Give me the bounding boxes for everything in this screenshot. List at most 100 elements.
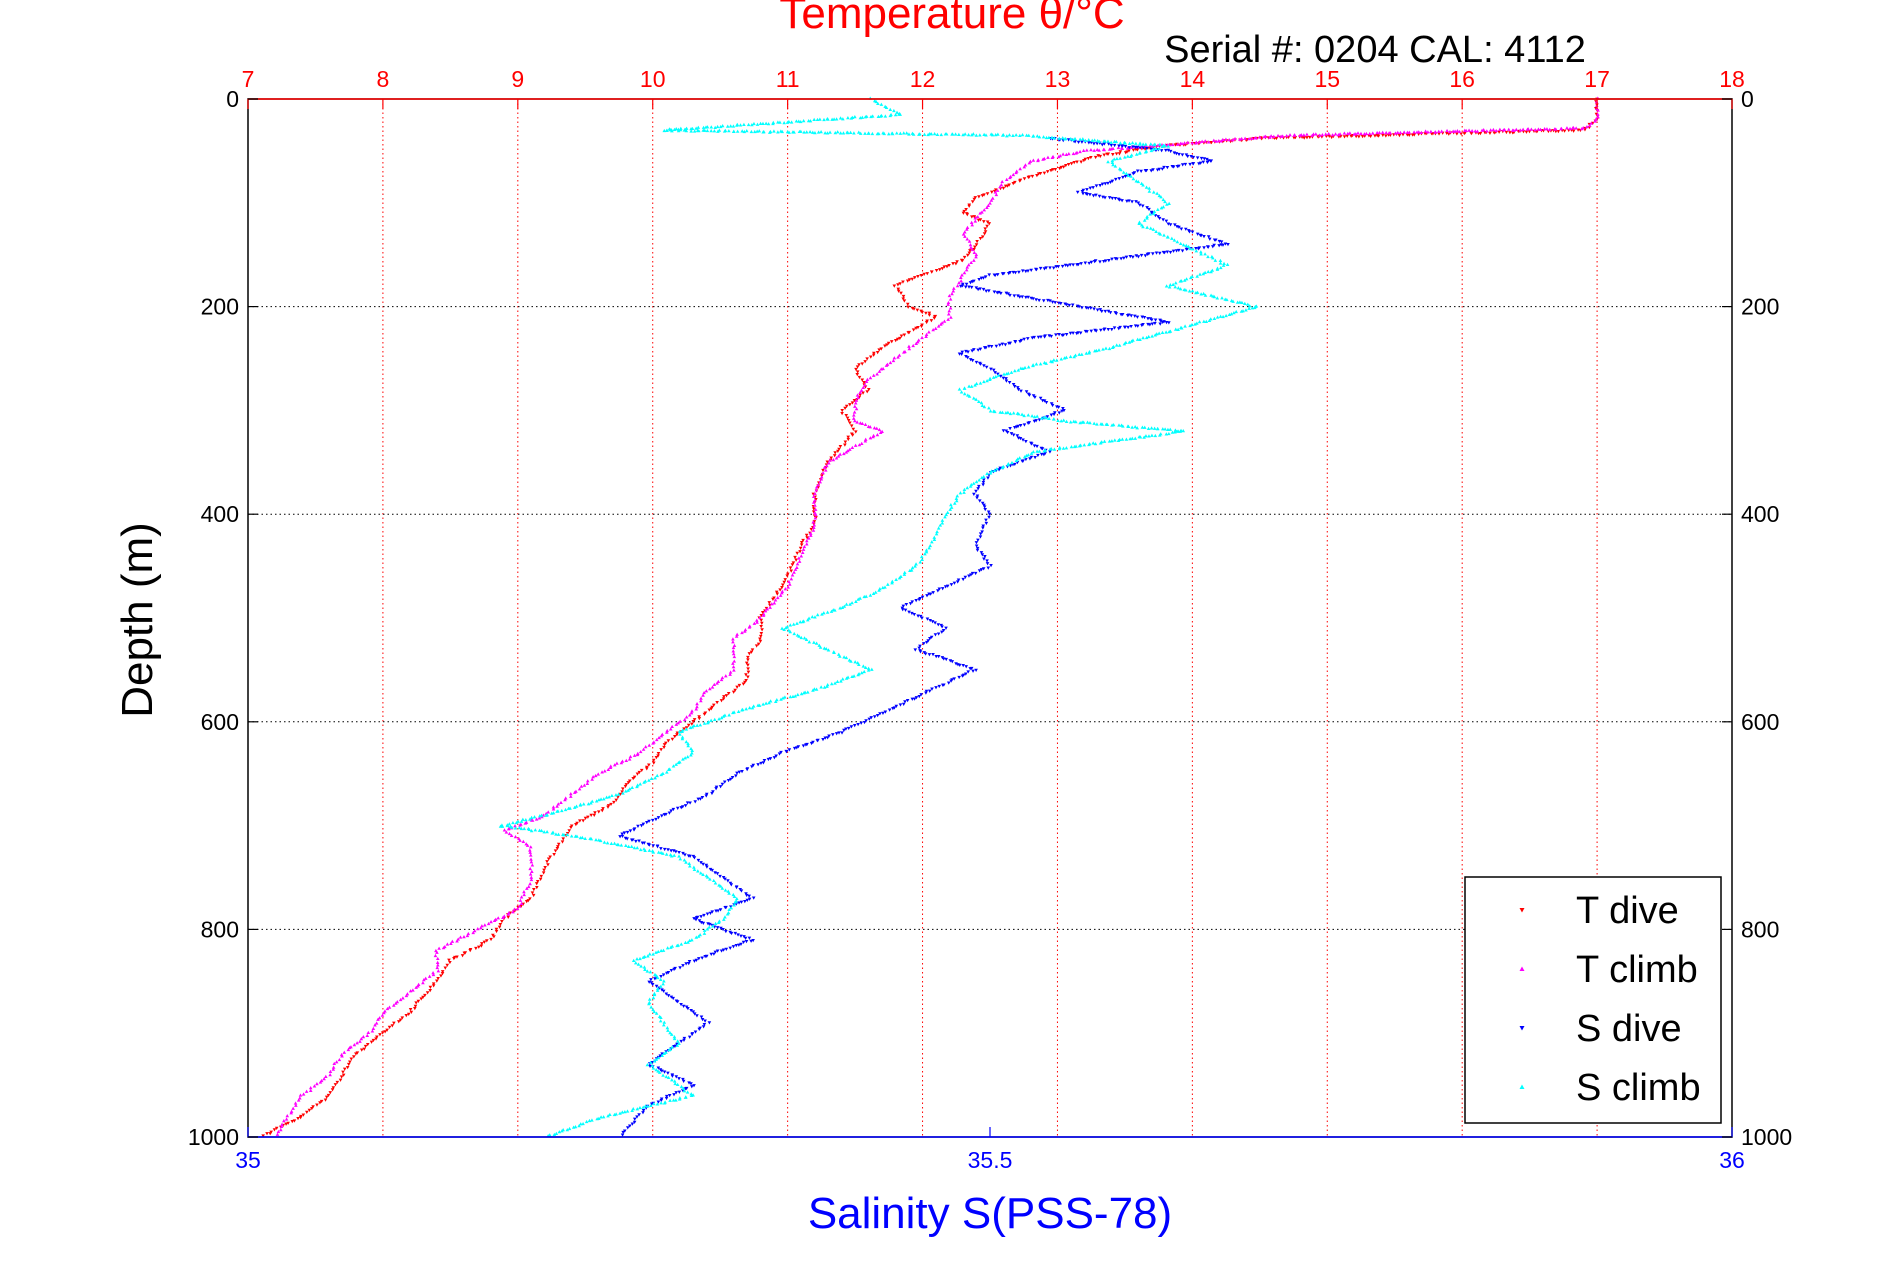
data-point — [1098, 184, 1102, 188]
data-point — [773, 598, 778, 602]
data-point — [927, 313, 932, 317]
data-point — [898, 336, 902, 341]
data-point — [528, 850, 532, 854]
data-point — [954, 499, 959, 503]
data-point — [957, 663, 962, 667]
data-point — [1173, 428, 1178, 432]
data-point — [1095, 308, 1100, 312]
data-point — [656, 1100, 661, 1104]
data-point — [623, 789, 628, 793]
data-point — [346, 1062, 351, 1067]
data-point — [853, 115, 857, 119]
data-point — [707, 1021, 712, 1025]
data-point — [1140, 425, 1145, 429]
data-point — [672, 127, 677, 132]
data-point — [1058, 302, 1063, 306]
data-point — [590, 1118, 594, 1122]
data-point — [703, 1019, 707, 1023]
data-point — [964, 354, 968, 359]
data-point — [722, 917, 726, 921]
data-point — [693, 1030, 698, 1034]
data-point — [385, 1006, 390, 1011]
data-point — [952, 677, 957, 681]
data-point — [799, 540, 804, 545]
data-point — [782, 120, 786, 125]
data-point — [1036, 158, 1040, 163]
data-point — [1202, 235, 1206, 239]
data-point — [1061, 152, 1065, 156]
data-point — [914, 326, 918, 331]
data-point — [1178, 241, 1183, 246]
data-point — [705, 875, 710, 879]
data-point — [1130, 141, 1135, 145]
data-point — [545, 860, 549, 864]
data-point — [924, 640, 929, 645]
data-point — [413, 1007, 417, 1011]
data-point — [1073, 420, 1078, 424]
data-point — [789, 577, 794, 581]
data-point — [333, 1083, 338, 1087]
data-point — [1158, 322, 1163, 326]
data-point — [1447, 132, 1451, 136]
data-point — [1568, 126, 1572, 131]
data-point — [724, 930, 728, 934]
data-point — [662, 979, 666, 983]
data-point — [972, 247, 976, 252]
data-point — [854, 599, 858, 604]
data-point — [645, 969, 650, 973]
data-point — [1159, 206, 1164, 210]
data-point — [1571, 129, 1576, 133]
data-point — [425, 991, 430, 995]
data-point — [1135, 337, 1140, 341]
data-point — [1437, 132, 1441, 136]
data-point — [1222, 261, 1226, 266]
data-point — [1007, 341, 1011, 346]
data-point — [635, 772, 640, 776]
data-point — [978, 381, 983, 385]
data-point — [369, 1040, 374, 1044]
data-point — [1053, 167, 1058, 172]
data-point — [1027, 161, 1032, 165]
data-point — [627, 779, 632, 783]
data-point — [639, 964, 643, 968]
data-point — [770, 602, 774, 606]
data-point — [862, 594, 867, 599]
data-point — [681, 964, 685, 968]
data-point — [946, 302, 950, 306]
data-point — [670, 129, 674, 133]
data-point — [907, 346, 912, 351]
data-point — [361, 1035, 366, 1039]
data-point — [759, 618, 764, 623]
data-point — [685, 754, 690, 759]
data-point — [387, 1025, 392, 1029]
data-point — [745, 768, 749, 772]
data-point — [983, 554, 987, 559]
data-point — [1101, 259, 1106, 264]
data-point — [578, 1122, 583, 1126]
data-point — [1083, 261, 1088, 265]
data-point — [1279, 134, 1283, 138]
data-point — [1064, 446, 1069, 450]
data-point — [804, 637, 809, 641]
data-point — [1047, 135, 1051, 140]
data-point — [1062, 356, 1067, 360]
data-point — [1029, 268, 1034, 272]
data-point — [978, 287, 982, 291]
data-point — [819, 477, 824, 481]
data-point — [780, 129, 785, 134]
data-point — [805, 539, 809, 543]
data-point — [626, 844, 631, 848]
data-point — [646, 954, 650, 958]
data-point — [1030, 336, 1035, 340]
data-point — [1166, 427, 1170, 431]
data-point — [1082, 159, 1086, 163]
data-point — [715, 124, 720, 129]
data-point — [1212, 316, 1217, 321]
data-point — [813, 498, 817, 502]
data-point — [862, 381, 866, 385]
data-point — [767, 601, 772, 605]
data-point — [985, 559, 989, 563]
data-point — [928, 618, 932, 623]
data-point — [1068, 420, 1073, 424]
data-point — [1001, 186, 1006, 191]
